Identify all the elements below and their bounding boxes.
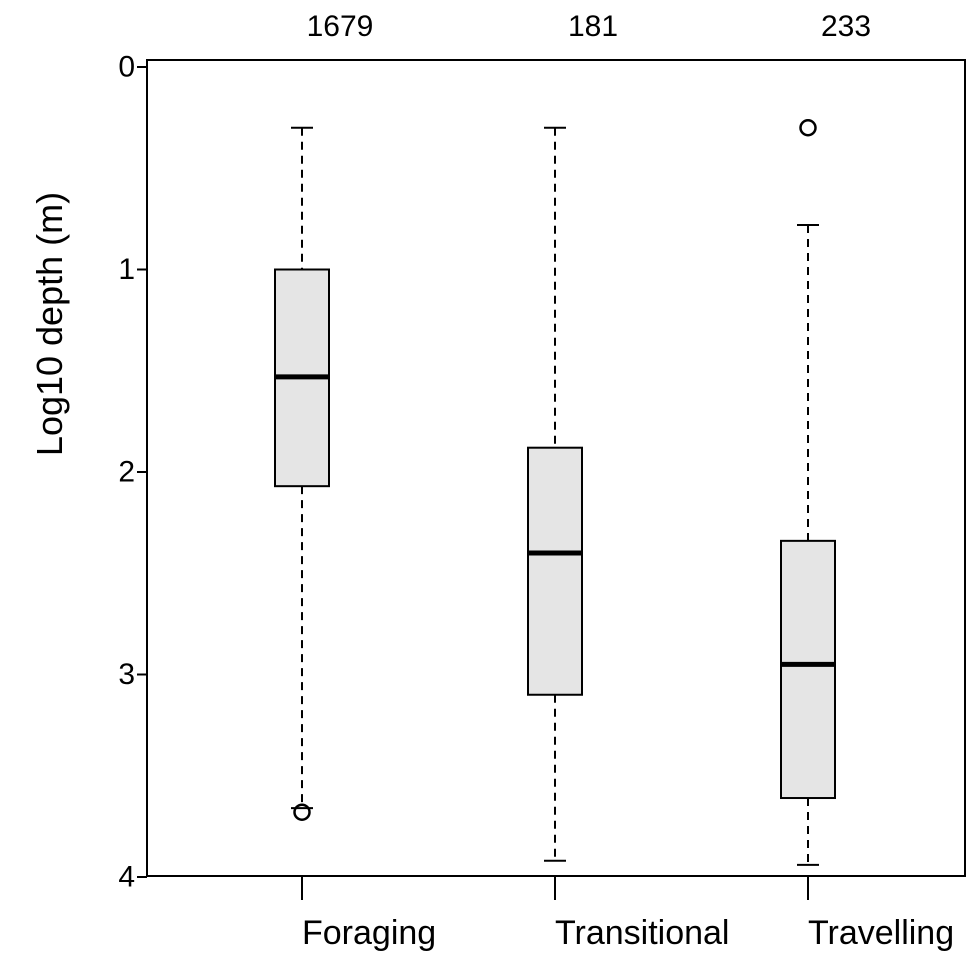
y-tick-label-0: 0	[118, 51, 135, 84]
count-label-0: 1679	[307, 10, 374, 43]
outlier-0-0	[293, 803, 311, 821]
y-tick-label-3: 3	[118, 658, 135, 691]
box-travelling	[780, 119, 836, 866]
x-tick-label-1: Transitional	[555, 914, 729, 952]
boxes	[274, 119, 836, 866]
x-axis: Foraging Transitional Travelling	[301, 877, 954, 952]
count-label-2: 233	[821, 10, 871, 43]
y-tick-label-2: 2	[118, 456, 135, 489]
count-label-1: 181	[568, 10, 618, 43]
box-body-2	[780, 539, 836, 800]
box-transitional	[527, 126, 583, 862]
y-tick-label-1: 1	[118, 253, 135, 286]
box-foraging	[274, 126, 330, 821]
x-tick-label-2: Travelling	[808, 914, 954, 952]
plot-frame	[146, 59, 966, 877]
y-axis-title: Log10 depth (m)	[29, 192, 70, 456]
outlier-2-0	[799, 119, 817, 137]
y-tick-label-4: 4	[118, 861, 135, 894]
box-body-1	[527, 446, 583, 696]
count-labels: 1679 181 233	[307, 10, 871, 43]
x-tick-label-0: Foraging	[302, 914, 436, 952]
y-axis: 0 1 2 3 4	[118, 51, 147, 894]
